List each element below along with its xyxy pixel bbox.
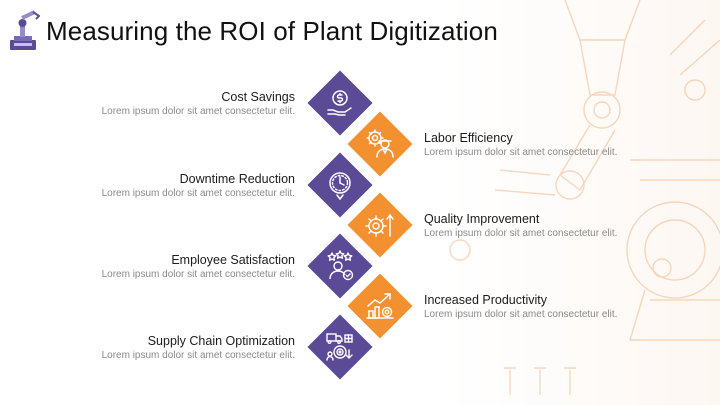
item-heading: Cost Savings bbox=[221, 90, 295, 104]
chart-growth-icon bbox=[366, 293, 394, 319]
robot-arm-background-icon bbox=[449, 0, 720, 395]
item-heading: Downtime Reduction bbox=[179, 172, 295, 186]
item-description: Lorem ipsum dolor sit amet consectetur e… bbox=[101, 106, 295, 117]
robot-arm-logo-icon bbox=[10, 10, 40, 50]
item-heading: Employee Satisfaction bbox=[171, 253, 295, 267]
list-item-labor-efficiency: Labor Efficiency Lorem ipsum dolor sit a… bbox=[424, 131, 720, 159]
item-heading: Supply Chain Optimization bbox=[147, 334, 295, 348]
list-item-employee-satisfaction: Employee Satisfaction Lorem ipsum dolor … bbox=[0, 253, 300, 281]
item-description: Lorem ipsum dolor sit amet consectetur e… bbox=[101, 350, 295, 361]
item-heading: Quality Improvement bbox=[424, 212, 540, 226]
clock-down-icon bbox=[329, 172, 351, 201]
item-description: Lorem ipsum dolor sit amet consectetur e… bbox=[101, 269, 295, 280]
item-heading: Labor Efficiency bbox=[424, 131, 513, 145]
list-item-quality-improvement: Quality Improvement Lorem ipsum dolor si… bbox=[424, 212, 720, 240]
item-description: Lorem ipsum dolor sit amet consectetur e… bbox=[424, 147, 618, 158]
gear-arrow-up-icon bbox=[365, 213, 394, 237]
list-item-increased-productivity: Increased Productivity Lorem ipsum dolor… bbox=[424, 293, 720, 321]
page-title: Measuring the ROI of Plant Digitization bbox=[46, 16, 498, 46]
dollar-hand-icon bbox=[327, 90, 352, 116]
list-item-cost-savings: Cost Savings Lorem ipsum dolor sit amet … bbox=[0, 90, 300, 118]
item-description: Lorem ipsum dolor sit amet consectetur e… bbox=[424, 309, 618, 320]
supply-chain-icon bbox=[326, 333, 353, 361]
worker-gear-icon bbox=[366, 129, 394, 158]
employee-stars-icon bbox=[327, 250, 354, 281]
item-description: Lorem ipsum dolor sit amet consectetur e… bbox=[424, 228, 618, 239]
list-item-downtime-reduction: Downtime Reduction Lorem ipsum dolor sit… bbox=[0, 172, 300, 200]
item-heading: Increased Productivity bbox=[424, 293, 547, 307]
item-description: Lorem ipsum dolor sit amet consectetur e… bbox=[101, 188, 295, 199]
list-item-supply-chain-optimization: Supply Chain Optimization Lorem ipsum do… bbox=[0, 334, 300, 362]
